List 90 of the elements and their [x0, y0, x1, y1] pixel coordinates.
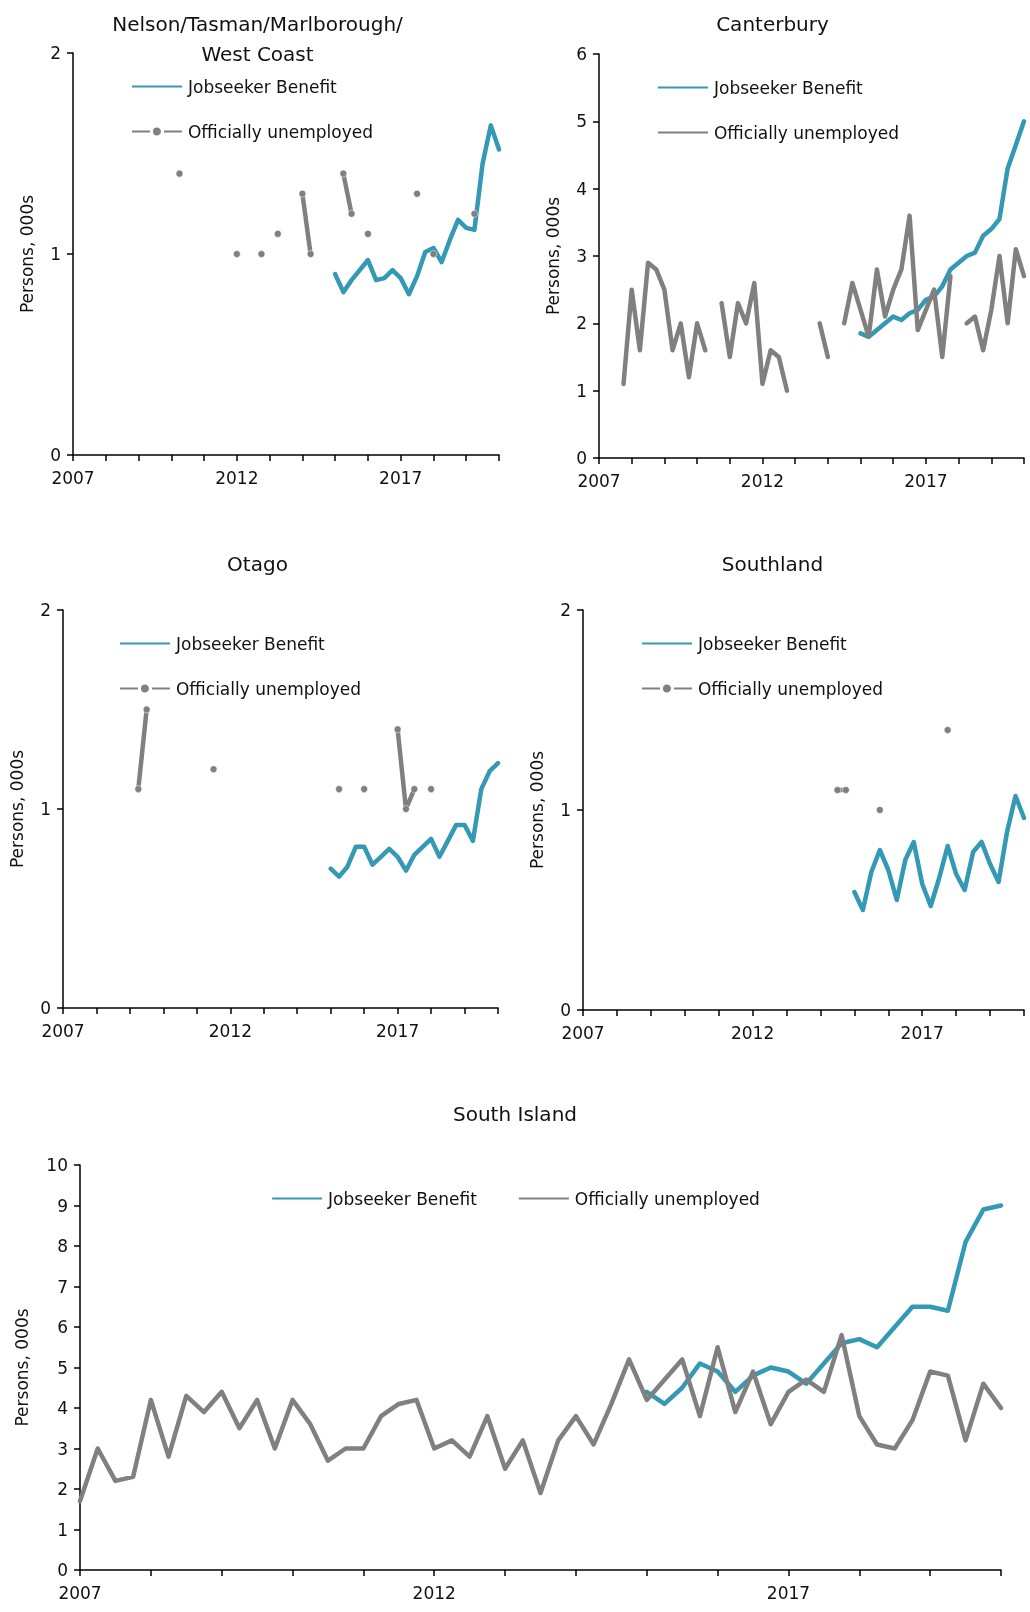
- point: [402, 805, 410, 813]
- x-tick-label: 2012: [208, 1020, 252, 1041]
- point: [257, 250, 266, 258]
- x-tick-label: 2012: [740, 470, 785, 491]
- point: [360, 785, 368, 793]
- y-tick-label: 2: [560, 600, 571, 620]
- point: [943, 726, 952, 734]
- point: [209, 765, 218, 773]
- y-tick-label: 4: [576, 178, 587, 199]
- y-tick-label: 2: [576, 313, 587, 334]
- x-tick-label: 2017: [904, 470, 948, 491]
- chart-title: South Island: [453, 1102, 577, 1126]
- y-tick-label: 2: [57, 1479, 68, 1499]
- point: [233, 250, 241, 258]
- point: [876, 806, 884, 814]
- line-series: [852, 793, 1027, 913]
- y-tick-label: 1: [560, 800, 571, 820]
- chart-title: Southland: [721, 552, 824, 576]
- point: [339, 169, 348, 178]
- legend-label: Jobseeker Benefit: [186, 76, 338, 97]
- y-tick-label: 6: [576, 44, 587, 64]
- legend-label: Jobseeker Benefit: [174, 633, 326, 654]
- y-tick-label: 6: [57, 1317, 68, 1337]
- y-tick-label: 1: [50, 244, 61, 264]
- legend-label: Jobseeker Benefit: [712, 77, 864, 98]
- legend-label: Officially unemployed: [175, 678, 361, 699]
- y-axis-title: Persons, 000s: [11, 1308, 32, 1427]
- point: [142, 705, 151, 714]
- x-tick-label: 2007: [51, 467, 95, 488]
- y-tick-label: 0: [40, 998, 51, 1018]
- y-tick-label: 1: [57, 1519, 68, 1540]
- y-tick-label: 0: [560, 1000, 571, 1020]
- y-tick-label: 3: [576, 246, 587, 266]
- y-tick-label: 4: [57, 1398, 68, 1418]
- y-tick-label: 2: [50, 43, 61, 63]
- x-tick-label: 2017: [379, 467, 423, 488]
- y-tick-label: 7: [57, 1276, 68, 1297]
- x-tick-label: 2017: [375, 1020, 420, 1041]
- point: [393, 725, 402, 734]
- legend-label: Officially unemployed: [574, 1188, 760, 1209]
- point: [175, 169, 184, 178]
- x-tick-label: 2007: [58, 1582, 102, 1603]
- y-tick-label: 5: [57, 1357, 68, 1378]
- point: [347, 210, 356, 218]
- point: [410, 785, 419, 793]
- point: [427, 785, 435, 793]
- legend-label: Jobseeker Benefit: [327, 1188, 478, 1209]
- legend-label: Officially unemployed: [187, 121, 373, 142]
- chart-title: Nelson/Tasman/Marlborough/West Coast: [112, 12, 404, 66]
- y-axis-title: Persons, 000s: [542, 196, 563, 316]
- legend-label: Jobseeker Benefit: [696, 633, 848, 654]
- x-tick-label: 2017: [766, 1582, 811, 1603]
- point: [298, 189, 307, 198]
- chart-title: Otago: [227, 552, 288, 576]
- point: [413, 189, 421, 198]
- y-tick-label: 1: [40, 799, 51, 819]
- line-series: [77, 1332, 1004, 1504]
- x-tick-label: 2007: [561, 1022, 605, 1043]
- x-tick-label: 2012: [412, 1582, 456, 1603]
- y-tick-label: 0: [50, 445, 61, 465]
- legend-label: Officially unemployed: [713, 122, 899, 143]
- y-tick-label: 0: [57, 1560, 68, 1580]
- point: [364, 230, 372, 238]
- x-tick-label: 2012: [730, 1022, 775, 1043]
- y-tick-label: 1: [576, 380, 587, 401]
- x-tick-label: 2007: [577, 470, 621, 491]
- y-tick-label: 0: [576, 448, 587, 468]
- point: [429, 250, 438, 258]
- x-tick-label: 2007: [41, 1020, 85, 1041]
- x-tick-label: 2012: [215, 467, 259, 488]
- y-tick-label: 9: [57, 1195, 68, 1216]
- y-tick-label: 5: [576, 111, 587, 132]
- point: [470, 210, 479, 218]
- y-axis-title: Persons, 000s: [16, 194, 37, 314]
- point: [833, 786, 842, 794]
- y-tick-label: 3: [57, 1438, 68, 1459]
- y-tick-label: 2: [40, 600, 51, 620]
- point: [134, 785, 143, 793]
- y-axis-title: Persons, 000s: [526, 750, 547, 870]
- point: [335, 785, 343, 793]
- x-tick-label: 2017: [900, 1022, 944, 1043]
- legend-label: Officially unemployed: [697, 678, 883, 699]
- point: [274, 230, 282, 238]
- point: [842, 786, 850, 794]
- y-tick-label: 10: [46, 1155, 68, 1175]
- y-axis-title: Persons, 000s: [6, 749, 27, 869]
- point: [306, 250, 315, 258]
- line-series: [328, 760, 501, 879]
- y-tick-label: 8: [57, 1236, 68, 1256]
- chart-title: Canterbury: [716, 12, 830, 36]
